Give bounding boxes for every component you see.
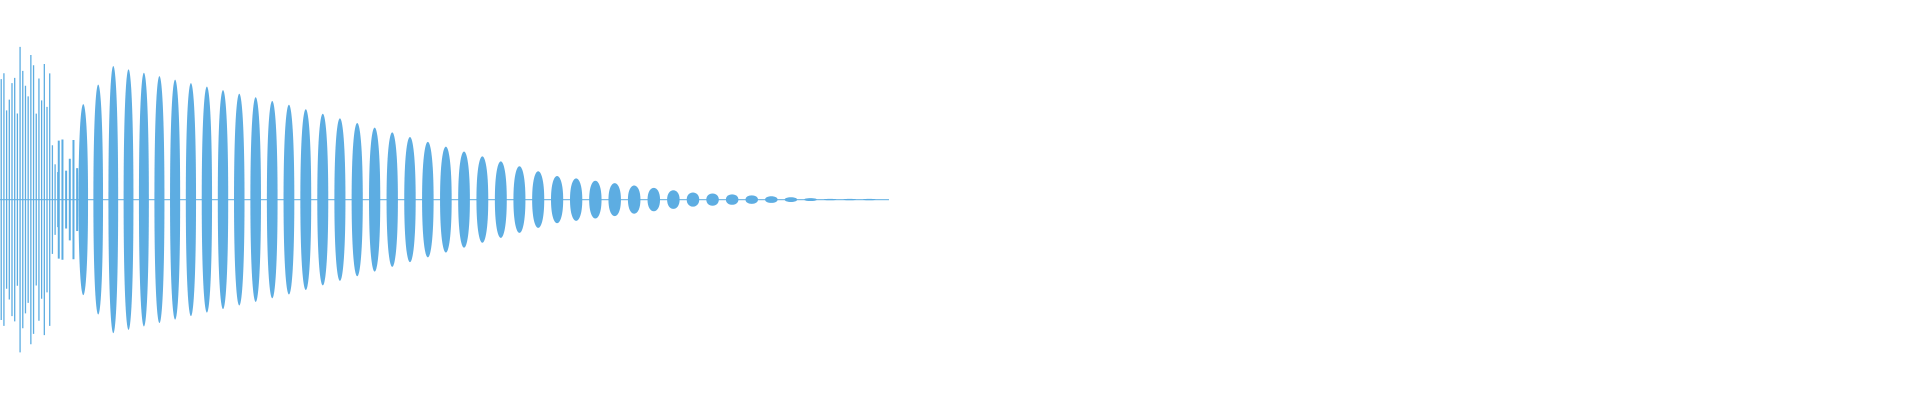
wave-lobe bbox=[476, 156, 489, 243]
wave-lobe bbox=[765, 196, 778, 203]
wave-lobe bbox=[422, 141, 434, 258]
wave-lobe bbox=[667, 190, 680, 209]
wave-lobe bbox=[217, 90, 229, 310]
wave-lobe bbox=[608, 183, 621, 217]
wave-lobe bbox=[250, 97, 261, 302]
wave-lobe bbox=[589, 180, 602, 219]
wave-lobe bbox=[513, 166, 526, 233]
wave-lobe bbox=[300, 109, 312, 290]
wave-lobe bbox=[627, 185, 641, 214]
wave-lobe bbox=[843, 198, 856, 201]
wave-lobe bbox=[138, 72, 149, 327]
wave-lobe bbox=[334, 118, 346, 281]
wave-lobe bbox=[93, 84, 104, 315]
wave-lobe bbox=[108, 66, 119, 334]
wave-lobe bbox=[170, 79, 181, 320]
wave-lobe bbox=[440, 146, 452, 253]
wave-lobe bbox=[745, 195, 759, 204]
wave-lobe bbox=[784, 197, 798, 202]
wave-lobe bbox=[647, 187, 661, 212]
wave-lobe bbox=[283, 104, 295, 295]
wave-lobe bbox=[185, 83, 197, 317]
wave-lobe bbox=[266, 100, 278, 299]
wave-lobe bbox=[804, 198, 817, 202]
wave-lobe bbox=[201, 86, 213, 313]
wave-lobe bbox=[823, 198, 837, 201]
wave-lobe bbox=[78, 104, 89, 296]
wave-lobe bbox=[494, 161, 507, 238]
wave-lobe bbox=[458, 151, 470, 248]
wave-lobe bbox=[863, 198, 876, 201]
wave-lobe bbox=[386, 132, 398, 267]
wave-lobe bbox=[234, 93, 245, 306]
wave-lobe bbox=[351, 122, 363, 277]
wave-lobe bbox=[404, 137, 416, 263]
wave-lobe bbox=[725, 194, 739, 205]
wave-lobe bbox=[686, 192, 700, 207]
wave-lobe bbox=[570, 178, 583, 221]
wave-lobe bbox=[123, 69, 134, 330]
wave-lobe bbox=[706, 193, 719, 206]
wave-lobe bbox=[369, 127, 381, 272]
wave-lobe bbox=[317, 113, 329, 286]
wave-lobe bbox=[154, 76, 165, 324]
wave-lobe bbox=[550, 176, 564, 224]
wave-lobe bbox=[532, 171, 545, 228]
